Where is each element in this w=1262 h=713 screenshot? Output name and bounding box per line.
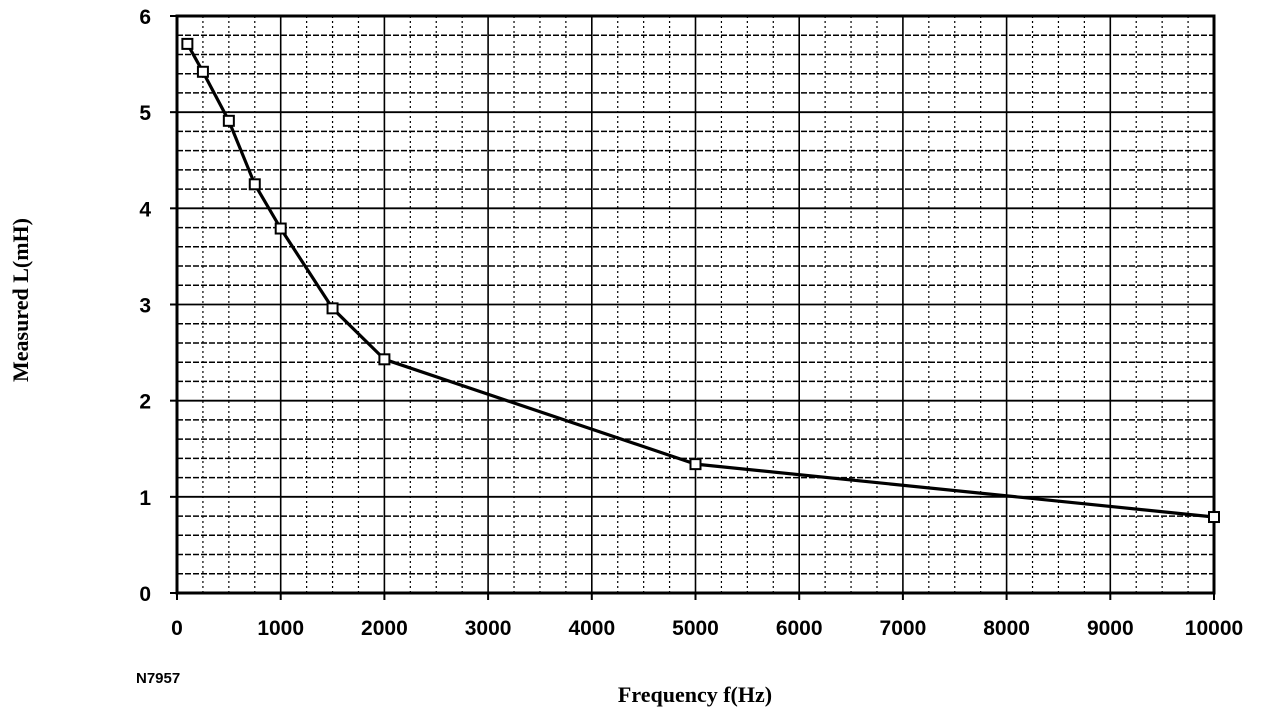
figure-id: N7957 xyxy=(136,670,180,687)
y-tick-label: 2 xyxy=(139,391,151,414)
y-axis-title: Measured L(mH) xyxy=(8,218,33,382)
data-point xyxy=(248,178,261,191)
x-tick-label: 3000 xyxy=(465,617,512,640)
data-point xyxy=(1208,511,1220,524)
data-point xyxy=(378,353,391,366)
x-tick-label: 7000 xyxy=(880,617,927,640)
data-point xyxy=(274,222,287,235)
y-tick-label: 6 xyxy=(139,6,151,29)
series-layer xyxy=(181,37,1220,524)
series-line xyxy=(186,43,1215,519)
x-tick-label: 5000 xyxy=(672,617,719,640)
axes: 0 1000 2000 3000 4000 5000 6000 7000 8000 9000 100… xyxy=(139,6,1243,640)
x-tick-label: 0 xyxy=(171,617,183,640)
x-tick-label: 1000 xyxy=(257,617,304,640)
y-tick-label: 1 xyxy=(139,487,151,510)
y-tick-label: 3 xyxy=(139,295,151,318)
x-tick-label: 4000 xyxy=(568,617,615,640)
grid xyxy=(177,16,1214,593)
x-tick-label: 10000 xyxy=(1185,617,1243,640)
x-tick-label: 2000 xyxy=(361,617,408,640)
data-point xyxy=(181,37,194,50)
x-tick-label: 6000 xyxy=(776,617,823,640)
y-tick-label: 5 xyxy=(139,102,151,125)
x-tick-label: 9000 xyxy=(1087,617,1134,640)
data-point xyxy=(196,65,209,78)
data-point xyxy=(222,114,235,127)
data-point xyxy=(326,302,339,315)
y-tick-label: 0 xyxy=(139,583,151,606)
x-tick-label: 8000 xyxy=(983,617,1030,640)
data-point xyxy=(689,458,702,471)
x-axis-title: Frequency f(Hz) xyxy=(618,682,772,707)
y-tick-label: 4 xyxy=(139,198,151,221)
